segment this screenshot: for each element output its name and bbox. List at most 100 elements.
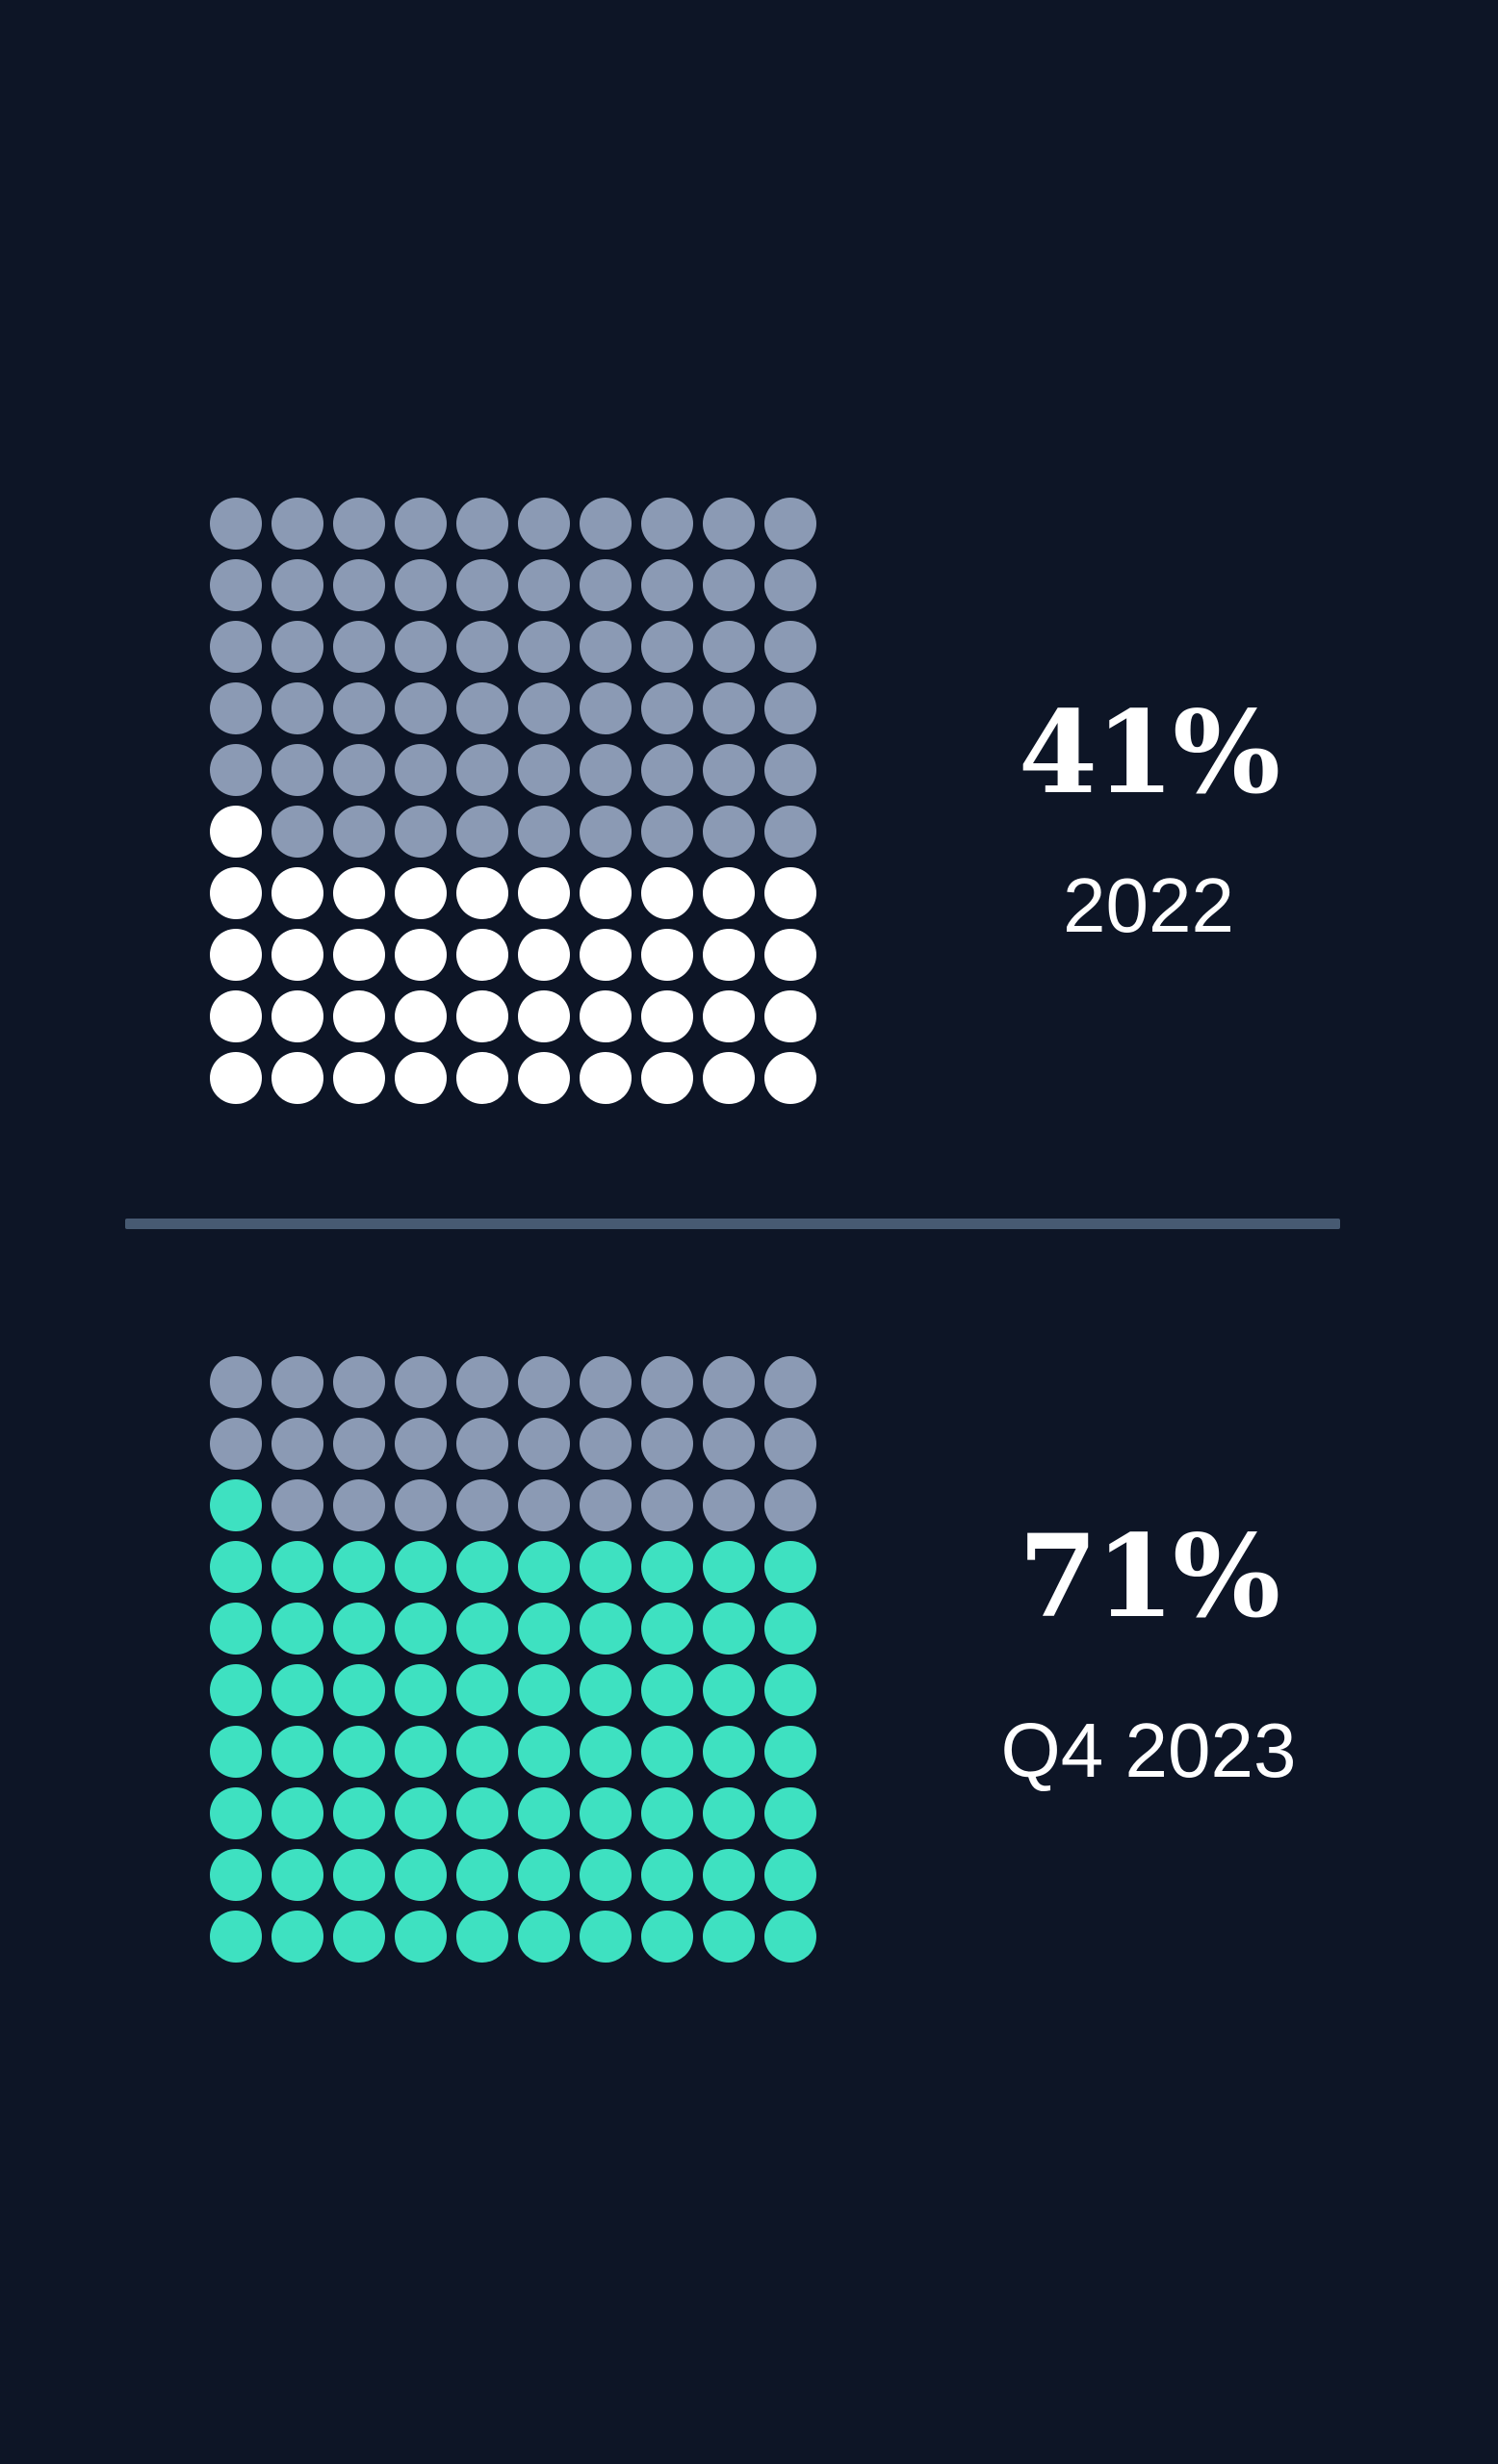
waffle-dot-empty — [518, 498, 570, 550]
waffle-dot-filled — [271, 990, 323, 1042]
waffle-dot-filled — [518, 1849, 570, 1901]
waffle-dot-empty — [764, 621, 816, 673]
waffle-dot-empty — [333, 1356, 385, 1408]
waffle-dot-filled — [271, 867, 323, 919]
waffle-dot-empty — [271, 1479, 323, 1531]
waffle-dot-filled — [333, 1726, 385, 1778]
waffle-dot-empty — [641, 498, 693, 550]
waffle-dot-filled — [580, 1726, 632, 1778]
waffle-dot-empty — [764, 1479, 816, 1531]
waffle-dot-filled — [456, 1541, 508, 1593]
waffle-dot-empty — [333, 559, 385, 611]
waffle-dot-empty — [395, 1356, 447, 1408]
waffle-dot-empty — [395, 682, 447, 734]
waffle-dot-filled — [703, 1603, 755, 1655]
waffle-dot-empty — [641, 1418, 693, 1470]
waffle-dot-filled — [456, 1726, 508, 1778]
waffle-dot-empty — [271, 744, 323, 796]
waffle-dot-empty — [395, 1418, 447, 1470]
waffle-dot-empty — [703, 1418, 755, 1470]
waffle-dot-filled — [764, 929, 816, 981]
waffle-dot-empty — [580, 744, 632, 796]
waffle-dot-filled — [271, 1849, 323, 1901]
waffle-dot-filled — [703, 1664, 755, 1716]
waffle-dot-filled — [518, 1052, 570, 1104]
section-divider — [125, 1219, 1340, 1229]
waffle-dot-empty — [703, 559, 755, 611]
waffle-dot-empty — [395, 559, 447, 611]
waffle-dot-filled — [641, 1664, 693, 1716]
waffle-dot-filled — [271, 1541, 323, 1593]
waffle-dot-filled — [210, 1849, 262, 1901]
waffle-dot-filled — [518, 1726, 570, 1778]
waffle-dot-filled — [580, 1911, 632, 1963]
waffle-dot-empty — [764, 744, 816, 796]
waffle-dot-filled — [580, 1052, 632, 1104]
waffle-dot-empty — [210, 682, 262, 734]
waffle-dot-filled — [395, 1052, 447, 1104]
waffle-dot-empty — [333, 1479, 385, 1531]
waffle-dot-filled — [333, 1603, 385, 1655]
waffle-dot-empty — [395, 1479, 447, 1531]
waffle-dot-empty — [764, 682, 816, 734]
waffle-dot-filled — [703, 929, 755, 981]
waffle-dot-empty — [703, 498, 755, 550]
waffle-dot-filled — [580, 1849, 632, 1901]
waffle-dot-filled — [210, 1787, 262, 1839]
waffle-dot-empty — [456, 621, 508, 673]
waffle-dot-empty — [210, 498, 262, 550]
waffle-dot-empty — [271, 1356, 323, 1408]
waffle-dot-filled — [764, 990, 816, 1042]
period-label-2022: 2022 — [1063, 862, 1234, 948]
waffle-dot-filled — [333, 1787, 385, 1839]
waffle-dot-filled — [333, 1664, 385, 1716]
waffle-dot-filled — [641, 1726, 693, 1778]
waffle-dot-filled — [764, 1052, 816, 1104]
waffle-dot-filled — [210, 1726, 262, 1778]
waffle-dot-filled — [395, 1726, 447, 1778]
waffle-dot-empty — [764, 559, 816, 611]
waffle-dot-empty — [456, 1479, 508, 1531]
waffle-dot-empty — [580, 1418, 632, 1470]
waffle-dot-empty — [333, 498, 385, 550]
waffle-dot-empty — [580, 621, 632, 673]
waffle-dot-empty — [333, 806, 385, 858]
waffle-dot-empty — [210, 559, 262, 611]
waffle-dot-empty — [703, 1479, 755, 1531]
waffle-dot-empty — [333, 744, 385, 796]
waffle-dot-empty — [333, 621, 385, 673]
waffle-dot-empty — [210, 1418, 262, 1470]
waffle-dot-filled — [456, 1849, 508, 1901]
waffle-dot-filled — [703, 1849, 755, 1901]
waffle-dot-empty — [580, 498, 632, 550]
waffle-dot-filled — [703, 990, 755, 1042]
waffle-dot-filled — [456, 990, 508, 1042]
waffle-dot-filled — [456, 1664, 508, 1716]
waffle-dot-empty — [456, 806, 508, 858]
waffle-dot-empty — [518, 806, 570, 858]
waffle-dot-empty — [580, 682, 632, 734]
waffle-dot-empty — [271, 1418, 323, 1470]
waffle-dot-filled — [518, 1911, 570, 1963]
waffle-dot-filled — [210, 1603, 262, 1655]
waffle-dot-filled — [764, 1787, 816, 1839]
waffle-dot-filled — [764, 1849, 816, 1901]
waffle-dot-filled — [580, 1787, 632, 1839]
waffle-dot-filled — [456, 1052, 508, 1104]
waffle-dot-filled — [580, 1603, 632, 1655]
waffle-dot-empty — [518, 1356, 570, 1408]
waffle-dot-filled — [580, 1541, 632, 1593]
waffle-dot-filled — [641, 1603, 693, 1655]
waffle-dot-filled — [271, 929, 323, 981]
waffle-dot-empty — [703, 1356, 755, 1408]
waffle-dot-filled — [580, 1664, 632, 1716]
waffle-dot-empty — [456, 1418, 508, 1470]
waffle-dot-filled — [764, 867, 816, 919]
waffle-dot-filled — [641, 990, 693, 1042]
waffle-dot-filled — [641, 1911, 693, 1963]
waffle-dot-filled — [271, 1911, 323, 1963]
waffle-dot-empty — [210, 1356, 262, 1408]
waffle-dot-filled — [518, 1603, 570, 1655]
waffle-dot-filled — [703, 1541, 755, 1593]
waffle-dot-filled — [641, 1849, 693, 1901]
